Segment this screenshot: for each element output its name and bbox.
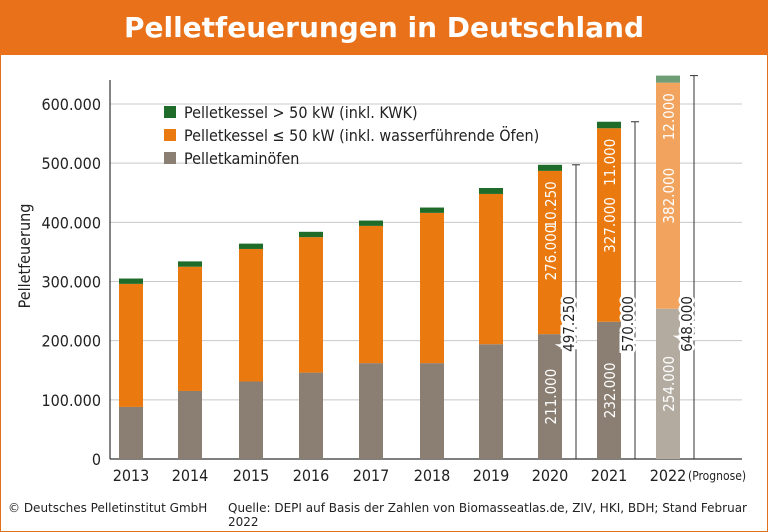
value-label-kaminoefen-2022: 254.000 bbox=[660, 356, 678, 412]
value-label-kaminoefen-2021: 232.000 bbox=[601, 362, 619, 418]
bar-kessel-small-2016 bbox=[299, 237, 323, 373]
bar-kessel-large-2022 bbox=[656, 75, 680, 83]
bar-kessel-small-2015 bbox=[239, 248, 263, 382]
value-label-kessel-large-2021: 11.000 bbox=[601, 139, 619, 186]
bar-kessel-large-2020 bbox=[538, 164, 562, 171]
bar-kaminoefen-2017 bbox=[359, 363, 383, 459]
legend-kessel-small-label: Pelletkessel ≤ 50 kW (inkl. wasserführen… bbox=[184, 126, 539, 145]
bar-kaminoefen-2015 bbox=[239, 381, 263, 459]
legend-kaminoefen-label: Pelletkaminöfen bbox=[184, 149, 299, 168]
bar-kaminoefen-2016 bbox=[299, 372, 323, 459]
bar-kessel-large-2019 bbox=[479, 188, 503, 194]
x-tick-label: 2014 bbox=[172, 466, 209, 485]
x-tick-label: 2017 bbox=[353, 466, 390, 485]
bar-kessel-small-2017 bbox=[359, 225, 383, 364]
bar-kaminoefen-2022 bbox=[656, 308, 680, 459]
bar-kessel-large-2015 bbox=[239, 243, 263, 249]
x-tick-label: 2013 bbox=[113, 466, 150, 485]
x-tick-label: 2019 bbox=[473, 466, 510, 485]
value-label-kessel-small-2020: 276.000 bbox=[542, 225, 560, 281]
copyright-text: © Deutsches Pelletinstitut GmbH bbox=[8, 501, 208, 515]
y-axis-label: Pelletfeuerung bbox=[15, 204, 34, 309]
prognose-label: (Prognose) bbox=[688, 469, 746, 483]
y-tick-label: 300.000 bbox=[41, 273, 101, 292]
x-tick-label: 2016 bbox=[293, 466, 330, 485]
y-tick-label: 0 bbox=[92, 450, 101, 469]
bar-kaminoefen-2021 bbox=[597, 321, 621, 459]
x-tick-label: 2021 bbox=[591, 466, 628, 485]
x-tick-label: 2018 bbox=[414, 466, 451, 485]
total-label-2021: 570.000 bbox=[619, 296, 637, 352]
value-label-kessel-large-2022: 12.000 bbox=[660, 93, 678, 140]
y-tick-label: 500.000 bbox=[41, 154, 101, 173]
value-label-kessel-small-2022: 382.000 bbox=[660, 168, 678, 224]
chart-title: Pelletfeuerungen in Deutschland bbox=[123, 11, 645, 44]
bar-kessel-small-2014 bbox=[178, 266, 202, 391]
bar-kessel-large-2016 bbox=[299, 231, 323, 238]
total-label-2022: 648.000 bbox=[678, 296, 696, 352]
bar-kaminoefen-2019 bbox=[479, 344, 503, 459]
y-tick-label: 600.000 bbox=[41, 95, 101, 114]
x-tick-label: 2020 bbox=[532, 466, 569, 485]
bar-kessel-small-2020 bbox=[538, 170, 562, 335]
bar-kessel-large-2013 bbox=[119, 278, 143, 284]
y-tick-label: 400.000 bbox=[41, 213, 101, 232]
legend-kessel-large-swatch bbox=[164, 106, 176, 118]
bar-kessel-small-2022 bbox=[656, 82, 680, 309]
legend-kaminoefen-swatch bbox=[164, 152, 176, 164]
value-label-kaminoefen-2020: 211.000 bbox=[542, 369, 560, 425]
bar-kaminoefen-2014 bbox=[178, 390, 202, 459]
source-text: Quelle: DEPI auf Basis der Zahlen von Bi… bbox=[228, 501, 747, 529]
bar-kaminoefen-2020 bbox=[538, 334, 562, 459]
bar-kessel-large-2021 bbox=[597, 121, 621, 129]
value-label-kessel-large-2020: 10.250 bbox=[542, 181, 560, 228]
x-tick-label: 2015 bbox=[233, 466, 270, 485]
bar-kessel-small-2019 bbox=[479, 193, 503, 345]
bar-kessel-small-2013 bbox=[119, 283, 143, 407]
y-tick-label: 100.000 bbox=[41, 391, 101, 410]
bar-kessel-large-2014 bbox=[178, 261, 202, 267]
value-label-kessel-small-2021: 327.000 bbox=[601, 197, 619, 253]
bar-kessel-large-2017 bbox=[359, 220, 383, 226]
bar-kaminoefen-2013 bbox=[119, 406, 143, 459]
bar-kessel-small-2021 bbox=[597, 128, 621, 322]
legend-kessel-small-swatch bbox=[164, 129, 176, 141]
legend-kessel-large-label: Pelletkessel > 50 kW (inkl. KWK) bbox=[184, 103, 418, 122]
bar-kessel-small-2018 bbox=[420, 212, 444, 364]
y-tick-label: 200.000 bbox=[41, 332, 101, 351]
x-tick-label: 2022 bbox=[650, 466, 687, 485]
total-label-2020: 497.250 bbox=[560, 296, 578, 352]
bar-kessel-large-2018 bbox=[420, 207, 444, 213]
title-bar bbox=[0, 0, 768, 55]
bar-kaminoefen-2018 bbox=[420, 363, 444, 459]
